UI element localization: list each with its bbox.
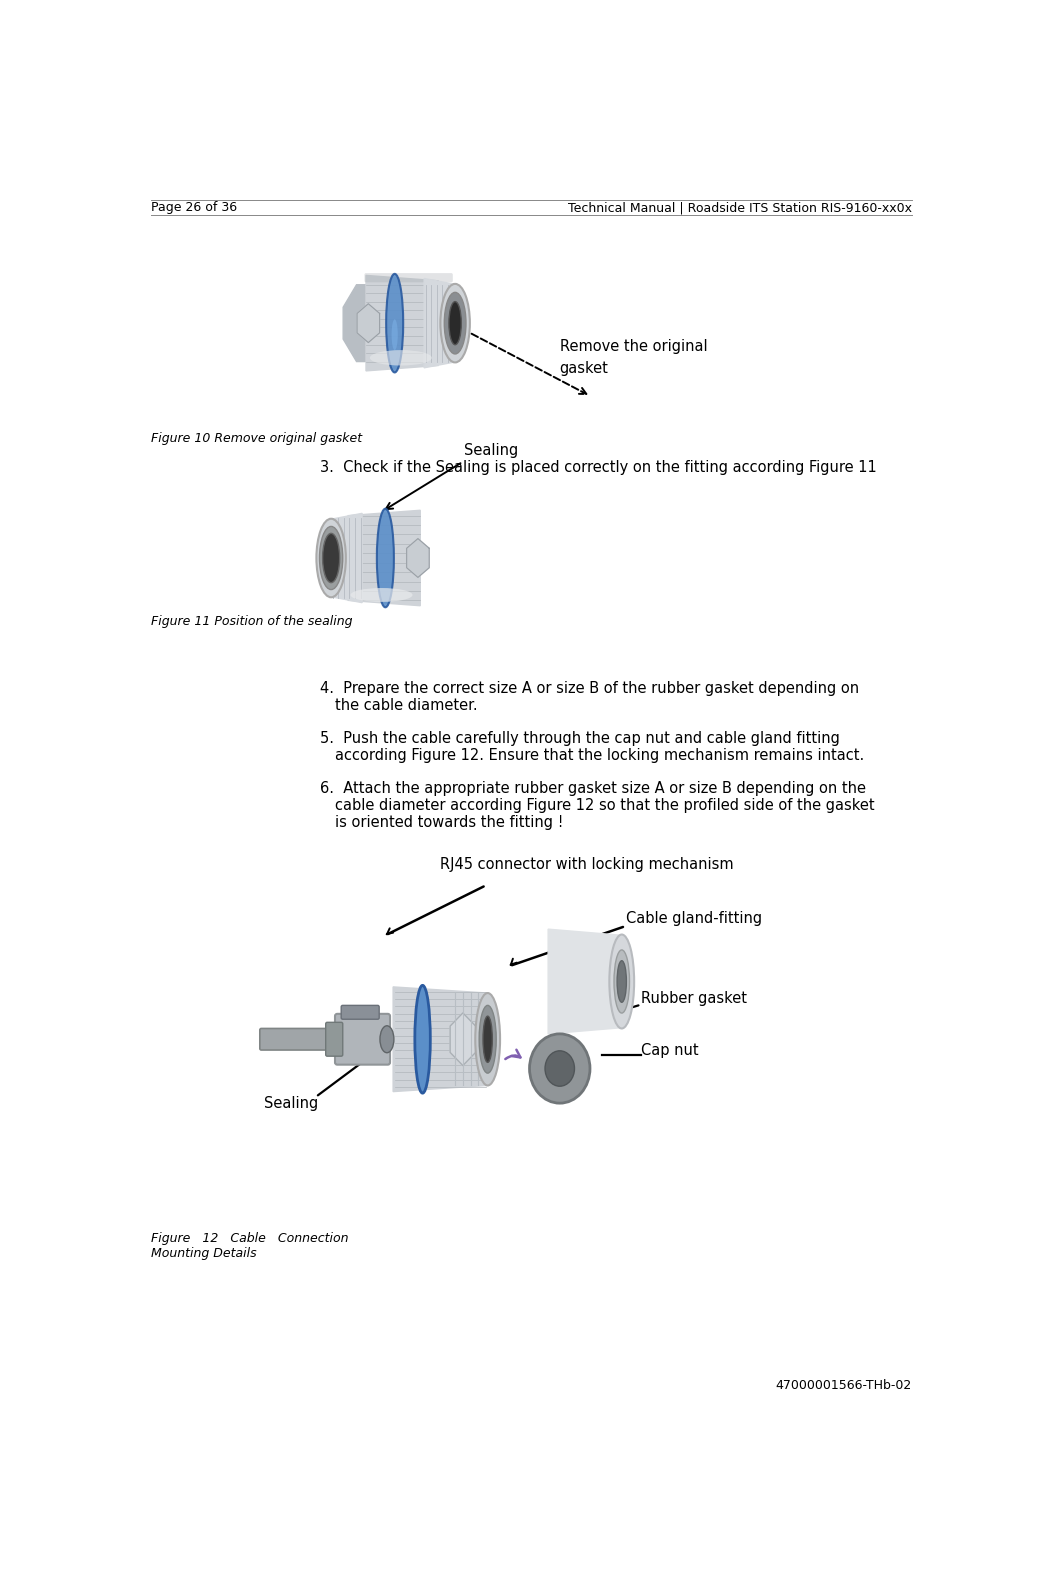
Ellipse shape: [386, 273, 403, 372]
Polygon shape: [366, 275, 438, 371]
Text: RJ45 connector with locking mechanism: RJ45 connector with locking mechanism: [440, 857, 734, 871]
Ellipse shape: [316, 518, 346, 597]
Text: Figure 10 Remove original gasket: Figure 10 Remove original gasket: [151, 432, 363, 446]
Ellipse shape: [380, 1025, 394, 1053]
FancyBboxPatch shape: [341, 1005, 380, 1019]
FancyBboxPatch shape: [326, 1022, 343, 1057]
Ellipse shape: [370, 350, 431, 366]
Text: Cable gland-fitting: Cable gland-fitting: [625, 911, 762, 926]
Text: Rubber gasket: Rubber gasket: [641, 991, 747, 1006]
Ellipse shape: [323, 534, 340, 582]
Ellipse shape: [449, 301, 461, 345]
Ellipse shape: [475, 994, 500, 1085]
Text: 6.  Attach the appropriate rubber gasket size A or size B depending on the: 6. Attach the appropriate rubber gasket …: [319, 782, 866, 796]
Text: Figure 11 Position of the sealing: Figure 11 Position of the sealing: [151, 615, 353, 628]
FancyBboxPatch shape: [335, 1014, 390, 1064]
Ellipse shape: [530, 1035, 590, 1104]
Text: Figure   12   Cable   Connection: Figure 12 Cable Connection: [151, 1232, 348, 1245]
Polygon shape: [450, 1013, 476, 1066]
Ellipse shape: [351, 589, 413, 601]
Ellipse shape: [483, 1016, 493, 1063]
Ellipse shape: [441, 284, 470, 363]
Text: Technical Manual | Roadside ITS Station RIS-9160-xx0x: Technical Manual | Roadside ITS Station …: [567, 201, 912, 214]
Polygon shape: [424, 278, 456, 367]
Text: according Figure 12. Ensure that the locking mechanism remains intact.: according Figure 12. Ensure that the loc…: [335, 749, 864, 763]
Text: 47000001566-THb-02: 47000001566-THb-02: [776, 1380, 912, 1393]
FancyBboxPatch shape: [260, 1028, 340, 1050]
Text: Sealing: Sealing: [263, 1096, 318, 1110]
Text: 5.  Push the cable carefully through the cap nut and cable gland fitting: 5. Push the cable carefully through the …: [319, 732, 839, 746]
Text: Page 26 of 36: Page 26 of 36: [151, 201, 237, 214]
Polygon shape: [407, 539, 429, 578]
FancyBboxPatch shape: [364, 273, 453, 283]
Ellipse shape: [545, 1050, 574, 1086]
Ellipse shape: [392, 319, 398, 350]
Text: 3.  Check if the Sealing is placed correctly on the fitting according Figure 11: 3. Check if the Sealing is placed correc…: [319, 460, 876, 476]
Ellipse shape: [376, 509, 394, 608]
Polygon shape: [393, 988, 487, 1091]
Polygon shape: [343, 284, 389, 361]
Ellipse shape: [479, 1005, 496, 1074]
Polygon shape: [549, 929, 622, 1035]
Ellipse shape: [617, 961, 626, 1002]
Text: Sealing: Sealing: [465, 443, 518, 458]
Text: is oriented towards the fitting !: is oriented towards the fitting !: [335, 815, 563, 831]
Text: cable diameter according Figure 12 so that the profiled side of the gasket: cable diameter according Figure 12 so th…: [335, 798, 874, 813]
Text: the cable diameter.: the cable diameter.: [335, 699, 478, 713]
Text: 4.  Prepare the correct size A or size B of the rubber gasket depending on: 4. Prepare the correct size A or size B …: [319, 681, 859, 696]
Text: Remove the original
gasket: Remove the original gasket: [560, 339, 707, 377]
Ellipse shape: [610, 934, 635, 1028]
Polygon shape: [330, 513, 362, 603]
Polygon shape: [348, 510, 420, 606]
Ellipse shape: [319, 526, 343, 590]
Text: Mounting Details: Mounting Details: [151, 1247, 257, 1261]
Ellipse shape: [415, 986, 430, 1093]
Polygon shape: [357, 303, 380, 342]
Text: Cap nut: Cap nut: [641, 1044, 699, 1058]
Ellipse shape: [444, 292, 466, 353]
Ellipse shape: [614, 950, 629, 1013]
